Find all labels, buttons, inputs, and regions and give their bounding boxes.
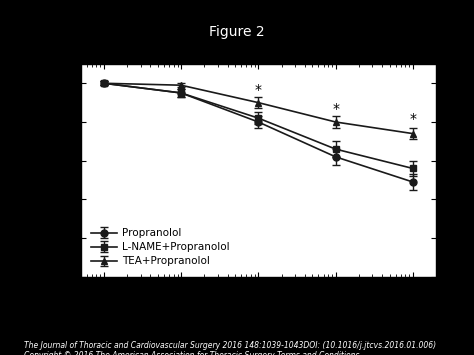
Y-axis label: Relaxation
(% of phenylephrine contraction): Relaxation (% of phenylephrine contracti… (27, 78, 49, 263)
Text: The Journal of Thoracic and Cardiovascular Surgery 2016 148:1039-1043DOI: (10.10: The Journal of Thoracic and Cardiovascul… (24, 341, 436, 355)
X-axis label: -Log [Concentration]: -Log [Concentration] (194, 304, 323, 317)
Text: *: * (255, 83, 262, 97)
Text: Figure 2: Figure 2 (209, 25, 265, 39)
Text: *: * (410, 112, 416, 126)
Legend: Propranolol, L-NAME+Propranolol, TEA+Propranolol: Propranolol, L-NAME+Propranolol, TEA+Pro… (86, 223, 235, 272)
Text: *: * (332, 102, 339, 116)
